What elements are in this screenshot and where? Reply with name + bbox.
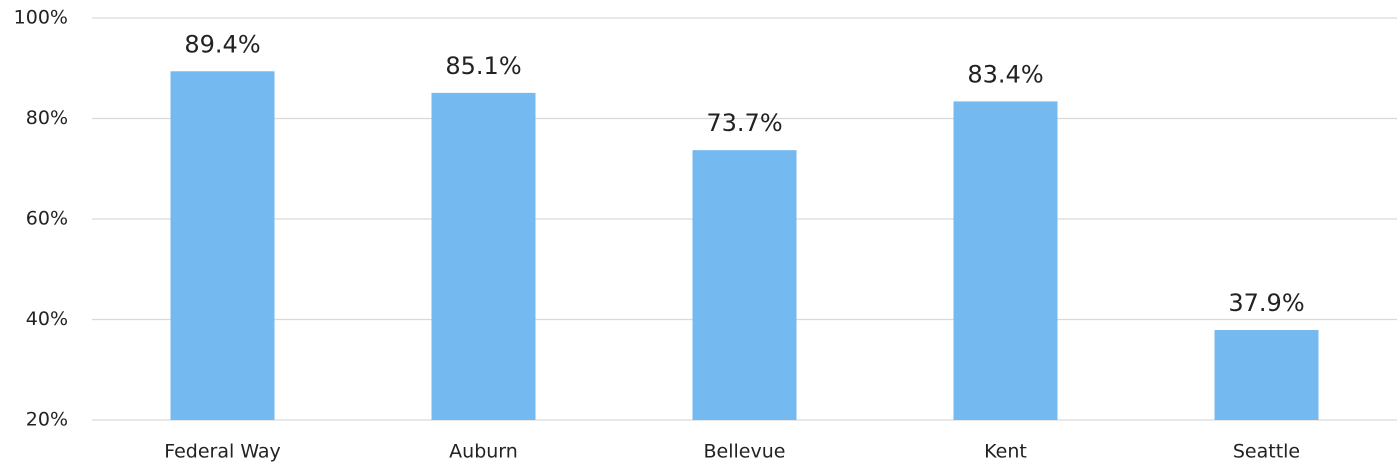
y-tick-label: 100%	[14, 7, 68, 29]
x-tick-label: Bellevue	[704, 441, 786, 463]
y-tick-label: 80%	[26, 107, 68, 129]
data-label: 89.4%	[184, 30, 260, 58]
bar	[692, 150, 797, 420]
bar	[170, 71, 275, 420]
x-tick-label: Federal Way	[164, 441, 281, 463]
x-tick-label: Auburn	[449, 441, 518, 463]
y-tick-label: 60%	[26, 208, 68, 230]
data-label: 37.9%	[1228, 289, 1304, 317]
y-tick-label: 20%	[26, 409, 68, 431]
data-label: 85.1%	[445, 52, 521, 80]
x-tick-label: Kent	[984, 441, 1027, 463]
bar	[1214, 330, 1319, 420]
bar	[953, 101, 1058, 420]
y-tick-label: 40%	[26, 308, 68, 330]
bar	[431, 92, 536, 420]
data-label: 73.7%	[706, 109, 782, 137]
x-tick-label: Seattle	[1233, 441, 1300, 463]
data-label: 83.4%	[967, 60, 1043, 88]
